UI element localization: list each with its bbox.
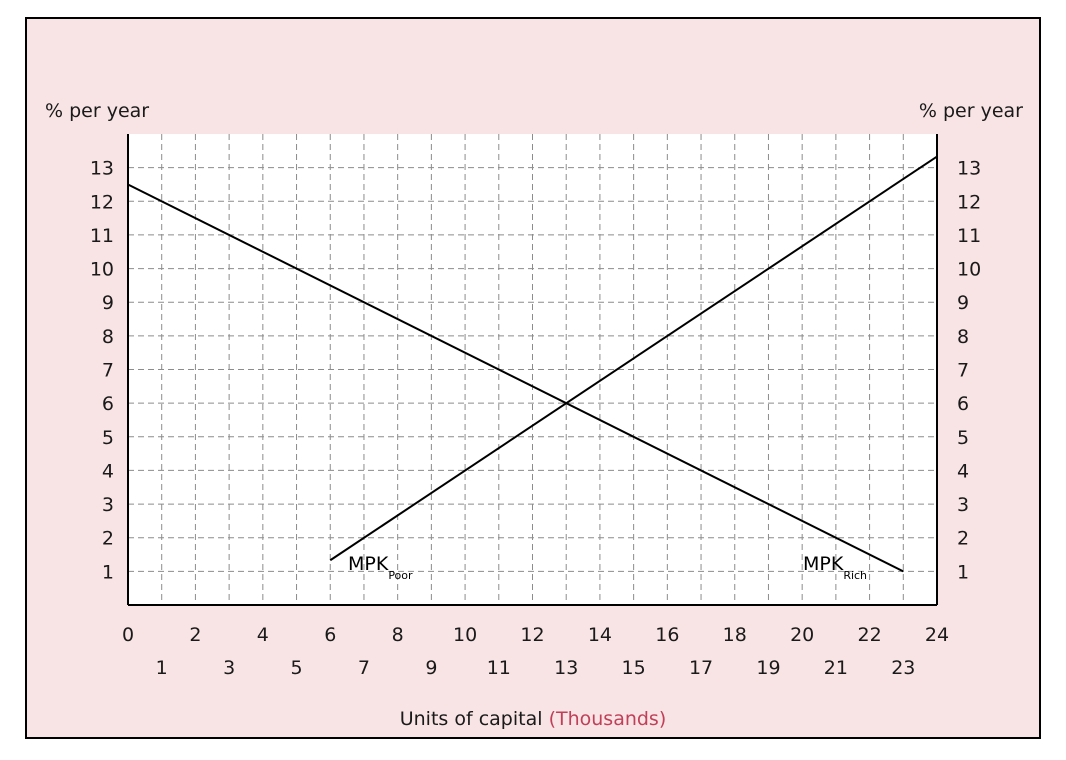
x-tick-label-odd: 9 bbox=[425, 657, 437, 679]
grid bbox=[128, 134, 938, 605]
x-tick-label-odd: 13 bbox=[554, 657, 578, 679]
x-tick-label-even: 18 bbox=[723, 624, 747, 646]
y-tick-label-left: 1 bbox=[102, 561, 114, 583]
y-tick-label-right: 12 bbox=[957, 191, 981, 213]
x-tick-label-odd: 3 bbox=[223, 657, 235, 679]
y-tick-label-left: 12 bbox=[90, 191, 114, 213]
axes bbox=[127, 134, 938, 606]
y-tick-label-right: 2 bbox=[957, 528, 969, 550]
y-tick-label-left: 13 bbox=[90, 158, 114, 180]
x-tick-label-odd: 5 bbox=[290, 657, 302, 679]
x-tick-label-even: 16 bbox=[655, 624, 679, 646]
series-lines bbox=[127, 155, 938, 573]
y-tick-label-left: 7 bbox=[102, 360, 114, 382]
y-tick-label-right: 4 bbox=[957, 460, 969, 482]
x-tick-label-even: 22 bbox=[857, 624, 881, 646]
x-tick-label-even: 20 bbox=[790, 624, 814, 646]
x-tick-label-odd: 15 bbox=[622, 657, 646, 679]
chart-frame: 1 1 2 2 3 3 4 4 5 5 6 6 7 7 8 8 9 9 10 10 11 11 12 12 13 13 0 2 4 6 8 1… bbox=[25, 17, 1041, 739]
x-tick-label-even: 24 bbox=[925, 624, 949, 646]
mpk-poor-label: MPKPoor bbox=[348, 553, 413, 582]
x-axis-title-accent: (Thousands) bbox=[549, 708, 667, 730]
mpk-poor-line bbox=[329, 155, 938, 562]
x-tick-label-even: 0 bbox=[122, 624, 134, 646]
y-tick-label-left: 10 bbox=[90, 259, 114, 281]
x-tick-label-odd: 1 bbox=[156, 657, 168, 679]
x-tick-label-even: 2 bbox=[189, 624, 201, 646]
x-axis-title: Units of capital (Thousands) bbox=[400, 708, 667, 730]
mpk-poor-label-subscript: Poor bbox=[388, 569, 413, 582]
x-tick-label-even: 6 bbox=[324, 624, 336, 646]
x-tick-label-odd: 11 bbox=[487, 657, 511, 679]
y-tick-label-right: 11 bbox=[957, 225, 981, 247]
y-tick-label-left: 6 bbox=[102, 393, 114, 415]
y-tick-label-right: 8 bbox=[957, 326, 969, 348]
y-tick-label-right: 13 bbox=[957, 158, 981, 180]
y-tick-label-right: 1 bbox=[957, 561, 969, 583]
mpk-rich-line bbox=[127, 183, 904, 573]
y-tick-label-left: 11 bbox=[90, 225, 114, 247]
y-tick-label-right: 7 bbox=[957, 360, 969, 382]
y-tick-label-left: 5 bbox=[102, 427, 114, 449]
x-axis-title-main: Units of capital bbox=[400, 708, 543, 730]
y-tick-label-right: 9 bbox=[957, 292, 969, 314]
x-tick-label-even: 14 bbox=[588, 624, 612, 646]
x-tick-label-even: 8 bbox=[392, 624, 404, 646]
x-tick-label-even: 10 bbox=[453, 624, 477, 646]
mpk-rich-label-main: MPK bbox=[803, 553, 844, 575]
y-tick-label-left: 2 bbox=[102, 528, 114, 550]
y-tick-label-left: 3 bbox=[102, 494, 114, 516]
mpk-rich-label-subscript: Rich bbox=[843, 569, 867, 582]
y-axis-title-right: % per year bbox=[919, 100, 1023, 122]
x-tick-label-odd: 7 bbox=[358, 657, 370, 679]
x-tick-label-even: 4 bbox=[257, 624, 269, 646]
x-tick-label-odd: 19 bbox=[756, 657, 780, 679]
y-tick-label-right: 6 bbox=[957, 393, 969, 415]
y-tick-label-right: 3 bbox=[957, 494, 969, 516]
y-tick-label-right: 10 bbox=[957, 259, 981, 281]
mpk-poor-label-main: MPK bbox=[348, 553, 389, 575]
x-tick-label-even: 12 bbox=[520, 624, 544, 646]
y-tick-label-right: 5 bbox=[957, 427, 969, 449]
y-tick-label-left: 9 bbox=[102, 292, 114, 314]
y-tick-label-left: 4 bbox=[102, 460, 114, 482]
mpk-rich-label: MPKRich bbox=[803, 553, 867, 582]
x-tick-label-odd: 21 bbox=[824, 657, 848, 679]
x-tick-label-odd: 17 bbox=[689, 657, 713, 679]
x-tick-label-odd: 23 bbox=[891, 657, 915, 679]
y-tick-label-left: 8 bbox=[102, 326, 114, 348]
y-axis-title-left: % per year bbox=[45, 100, 149, 122]
